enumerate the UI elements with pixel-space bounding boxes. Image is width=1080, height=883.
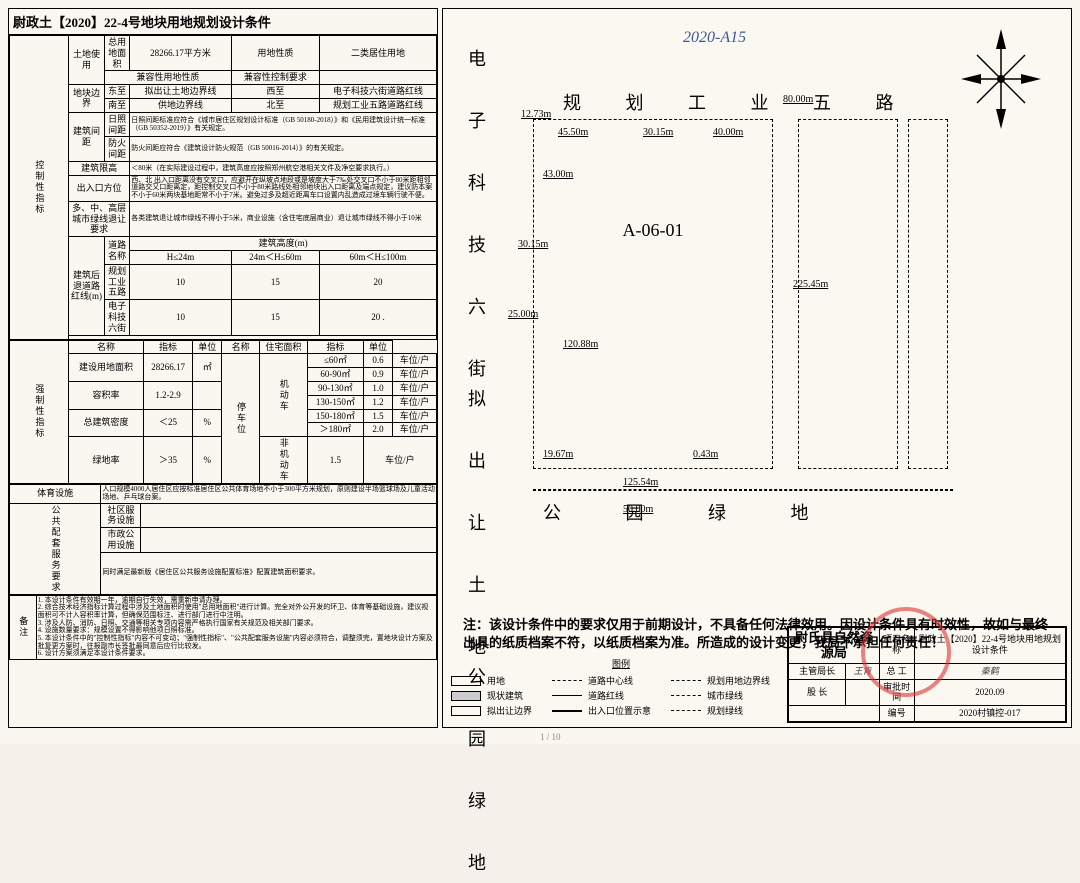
cell: ＜25 xyxy=(143,409,192,437)
cell: 电子科技六街道路红线 xyxy=(319,85,436,99)
th: 住宅面积 xyxy=(259,340,307,354)
cell: ＞35 xyxy=(143,437,192,484)
cell: 防火间距 xyxy=(105,137,130,162)
spacer xyxy=(68,335,436,339)
cell: 1.2-2.9 xyxy=(143,381,192,409)
cell: 规划工业五路道路红线 xyxy=(319,98,436,112)
cell: 日照间距标准应符合《城市居住区规划设计标准（GB 50180-2018）》和《民… xyxy=(130,112,437,137)
page: 尉政土【2020】22-4号地块用地规划设计条件 控制性指标 土地使用 总用地面… xyxy=(0,0,1080,744)
side-label: 强制性指标 xyxy=(10,340,69,484)
cell: 机动车 xyxy=(259,354,307,437)
cell: 供地边界线 xyxy=(130,98,231,112)
cell: 各类建筑退让城市绿线不得小于5米，商业设施（含住宅底层商业）退让城市绿线不得小于… xyxy=(130,201,437,236)
cell: 南至 xyxy=(105,98,130,112)
cell: 北至 xyxy=(231,98,319,112)
cell: 建筑高度(m) xyxy=(130,237,437,251)
cell: 容积率 xyxy=(68,381,143,409)
east-plot2 xyxy=(908,119,948,469)
cell xyxy=(319,71,436,85)
cell: 兼容性用地性质 xyxy=(105,71,232,85)
east-plot1 xyxy=(798,119,898,469)
cell: 兼容性控制要求 xyxy=(231,71,319,85)
cell: 绿地率 xyxy=(68,437,143,484)
remarks-table: 备注 1. 本设计条件有效期一年，逾期自行失效，需重新申请办理。 2. 综合技术… xyxy=(9,595,437,661)
cell: 28266.17平方米 xyxy=(130,36,231,71)
cell: 西、北 出入口距离没有交叉口，应避开在纵坡点地段或是坡度大于7‰处交叉口不小于8… xyxy=(130,175,437,201)
cell: ≤60㎡ xyxy=(307,354,363,368)
cell: 总用地面积 xyxy=(105,36,130,71)
doc-title: 尉政土【2020】22-4号地块用地规划设计条件 xyxy=(9,9,437,35)
cell: ＜80米（在实际建设过程中，建筑高度应按照郑州航空港相关文件及净空要求执行。） xyxy=(130,161,437,175)
row-label: 建筑间距 xyxy=(68,112,104,161)
cell: 电子科技六街 xyxy=(105,300,130,335)
cell: 10 xyxy=(130,300,231,335)
th: 单位 xyxy=(193,340,222,354)
cell: 防火间距应符合《建筑设计防火规范（GB 50016-2014）》的有关规定。 xyxy=(130,137,437,162)
cell: % xyxy=(193,409,222,437)
cell: 多、中、高层城市绿线退让要求 xyxy=(68,201,129,236)
mandatory-table: 强制性指标 名称 指标 单位 名称 住宅面积 指标 单位 建设用地面积 2826… xyxy=(9,340,437,485)
cell: 15 xyxy=(231,300,319,335)
land-use-table: 控制性指标 土地使用 总用地面积 28266.17平方米 用地性质 二类居住用地… xyxy=(9,35,437,340)
th: 单位 xyxy=(363,340,392,354)
facilities-table: 体育设施 人口规模4000人居住区应按标准居住区公共体育场地不小于300平方米规… xyxy=(9,484,437,594)
legend: 图例 用地 现状建筑 拟出让边界 道路中心线 道路红线 出入口位置示意 规划用地… xyxy=(451,657,791,719)
site-plan: 规 划 工 业 五 路 电 子 科 技 六 街 拟 出 让 土 地 公 园 绿 … xyxy=(463,49,941,577)
th: 名称 xyxy=(68,340,143,354)
right-panel: 2020-A15 规 划 工 业 五 路 电 子 科 技 六 街 xyxy=(442,8,1072,728)
cell: 建筑限高 xyxy=(68,161,129,175)
cell: 总建筑密度 xyxy=(68,409,143,437)
cell: 拟出让土地边界线 xyxy=(130,85,231,99)
handwritten-note: 2020-A15 xyxy=(683,29,746,47)
cell: 20 xyxy=(319,264,436,299)
row-label: 地块边界 xyxy=(68,85,104,113)
west-road-label: 电 子 科 技 六 街 xyxy=(463,49,489,389)
left-panel: 尉政土【2020】22-4号地块用地规划设计条件 控制性指标 土地使用 总用地面… xyxy=(8,8,438,728)
cell: 规划工业五路 xyxy=(105,264,130,299)
cell: 24m＜H≤60m xyxy=(231,251,319,265)
cell: 体育设施 xyxy=(10,485,101,503)
south-label: 公 园 绿 地 xyxy=(543,499,839,525)
cell: ㎡ xyxy=(193,354,222,382)
page-number: 1 / 10 xyxy=(540,732,561,742)
row-label: 土地使用 xyxy=(68,36,104,85)
th: 指标 xyxy=(143,340,192,354)
cell: 60m＜H≤100m xyxy=(319,251,436,265)
compass-icon xyxy=(961,29,1041,137)
cell: % xyxy=(193,437,222,484)
cell: 日照间距 xyxy=(105,112,130,137)
remarks-body: 1. 本设计条件有效期一年，逾期自行失效，需重新申请办理。 2. 综合技术经济指… xyxy=(36,595,436,660)
cell: 停车位 xyxy=(222,354,259,484)
cell: 东至 xyxy=(105,85,130,99)
cell: H≤24m xyxy=(130,251,231,265)
cell: 28266.17 xyxy=(143,354,192,382)
cell: 15 xyxy=(231,264,319,299)
cell: 用地性质 xyxy=(231,36,319,71)
th: 指标 xyxy=(307,340,363,354)
th: 名称 xyxy=(222,340,259,354)
official-stamp-icon xyxy=(861,607,951,697)
south-line xyxy=(533,489,953,491)
cell: 西至 xyxy=(231,85,319,99)
cell: 道路名称 xyxy=(105,237,130,265)
row-label: 建筑后退道路红线(m) xyxy=(68,237,104,335)
plot-id: A-06-01 xyxy=(534,220,772,241)
cell: 10 xyxy=(130,264,231,299)
north-road-label: 规 划 工 业 五 路 xyxy=(563,89,914,115)
cell: 二类居住用地 xyxy=(319,36,436,71)
remarks-label: 备注 xyxy=(10,595,37,660)
cell: 20 . xyxy=(319,300,436,335)
side-label: 控制性指标 xyxy=(10,36,69,340)
cell: 建设用地面积 xyxy=(68,354,143,382)
cell: 出入口方位 xyxy=(68,175,129,201)
content: 尉政土【2020】22-4号地块用地规划设计条件 控制性指标 土地使用 总用地面… xyxy=(8,8,1072,728)
